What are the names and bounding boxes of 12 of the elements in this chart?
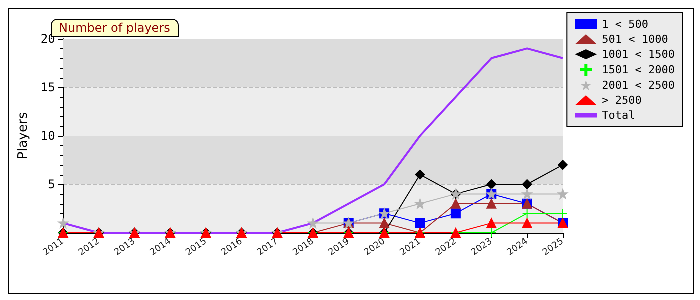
legend-label: > 2500 — [602, 94, 642, 107]
y-tick-label: 5 — [48, 178, 56, 192]
legend-label: 1501 < 2000 — [602, 64, 676, 76]
legend-label: 501 < 1000 — [602, 33, 668, 46]
legend-label: Total — [602, 109, 636, 122]
y-tick-label: 10 — [40, 129, 56, 143]
legend-label: 2001 < 2500 — [602, 79, 676, 92]
legend-label: 1 < 500 — [602, 18, 649, 31]
y-axis-title: Players — [16, 112, 31, 160]
chart-title: Number of players — [59, 21, 170, 35]
y-tick-label: 15 — [40, 80, 56, 94]
legend-label: 1001 < 1500 — [602, 48, 676, 61]
